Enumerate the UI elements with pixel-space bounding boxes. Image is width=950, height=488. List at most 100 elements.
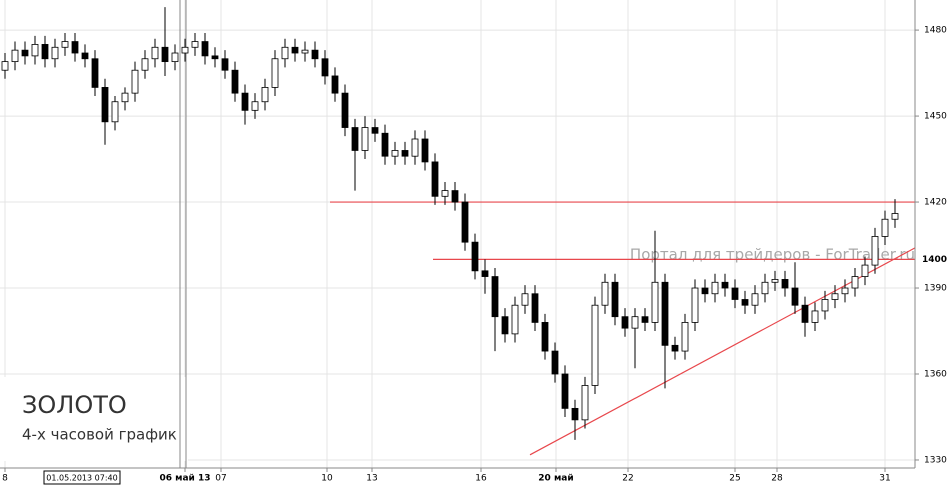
- candle-body: [761, 281, 769, 295]
- candle-body: [221, 58, 229, 71]
- candle-body: [701, 287, 709, 295]
- candle-body: [791, 287, 799, 306]
- candle-body: [811, 310, 819, 323]
- candle-body: [441, 190, 449, 197]
- candle-body: [231, 69, 239, 94]
- candle-body: [671, 344, 679, 352]
- candle-body: [391, 150, 399, 157]
- candle-body: [301, 49, 309, 54]
- candle-body: [831, 293, 839, 300]
- x-tick-label: 06 май 13: [159, 474, 210, 484]
- candle-body: [561, 373, 569, 409]
- candle-body: [481, 270, 489, 277]
- candle-body: [291, 46, 299, 54]
- candle-body: [571, 407, 579, 421]
- candle-body: [371, 127, 379, 134]
- candles-layer: [1, 7, 899, 440]
- level-label-bg: [917, 253, 950, 266]
- candle-body: [781, 279, 789, 289]
- grid-layer: [0, 0, 915, 468]
- candle-body: [341, 92, 349, 128]
- candle-body: [21, 49, 29, 57]
- x-tick-label: 07: [215, 474, 226, 484]
- candle-body: [421, 138, 429, 163]
- candle-body: [411, 138, 419, 157]
- candle-body: [631, 316, 639, 329]
- y-tick-label: 1330: [924, 455, 947, 465]
- candle-body: [81, 52, 89, 60]
- candle-body: [181, 46, 189, 54]
- candle-body: [121, 92, 129, 103]
- candle-body: [621, 316, 629, 329]
- candle-body: [691, 287, 699, 323]
- candle-body: [591, 304, 599, 386]
- candle-body: [51, 46, 59, 60]
- candle-body: [101, 87, 109, 123]
- candle-body: [891, 213, 899, 220]
- candle-body: [501, 316, 509, 335]
- y-tick-label: 1390: [924, 284, 947, 294]
- candle-body: [851, 276, 859, 289]
- y-tick-label: 1450: [924, 112, 947, 122]
- candle-body: [331, 75, 339, 94]
- chart-title: ЗОЛОТО: [22, 391, 127, 419]
- candle-body: [511, 304, 519, 335]
- crosshair-label: 01.05.2013 07:40: [46, 474, 117, 483]
- candle-body: [491, 276, 499, 318]
- x-tick-label: 22: [622, 474, 633, 484]
- candle-body: [751, 293, 759, 306]
- candle-body: [161, 46, 169, 63]
- candle-body: [861, 264, 869, 277]
- candle-body: [11, 49, 19, 63]
- x-tick-label: 25: [729, 474, 740, 484]
- candle-body: [71, 41, 79, 54]
- candle-body: [871, 236, 879, 266]
- candle-body: [111, 101, 119, 123]
- candle-body: [31, 44, 39, 57]
- candle-body: [541, 322, 549, 352]
- axes-layer: 1330 1360 1390 1420 1450 1480 8 06 май 13 07 10 13…: [2, 26, 950, 484]
- candle-body: [211, 55, 219, 60]
- candle-body: [401, 150, 409, 157]
- candle-body: [171, 52, 179, 63]
- y-tick-label: 1420: [924, 198, 947, 208]
- candle-body: [601, 281, 609, 306]
- chart-subtitle: 4-х часовой график: [22, 426, 177, 444]
- x-tick-label: 16: [475, 474, 487, 484]
- candle-body: [311, 49, 319, 60]
- candle-body: [251, 101, 259, 111]
- candle-body: [261, 87, 269, 103]
- candle-body: [241, 92, 249, 111]
- candle-body: [841, 287, 849, 295]
- crosshair-box: [43, 470, 121, 485]
- candle-body: [771, 279, 779, 283]
- trend-line: [529, 247, 916, 456]
- candle-body: [41, 44, 49, 60]
- candle-body: [581, 385, 589, 421]
- candle-body: [641, 316, 649, 323]
- candle-body: [191, 41, 199, 48]
- candle-body: [271, 58, 279, 88]
- candle-body: [721, 281, 729, 289]
- x-tick-label: 28: [771, 474, 783, 484]
- candle-body: [731, 287, 739, 300]
- candle-body: [741, 299, 749, 306]
- x-tick-label: 31: [879, 474, 890, 484]
- candle-body: [651, 281, 659, 323]
- candle-body: [451, 190, 459, 203]
- x-tick-label: 20 май: [538, 474, 573, 484]
- candle-body: [661, 281, 669, 346]
- candle-body: [151, 46, 159, 60]
- candle-body: [881, 218, 889, 237]
- candle-body: [461, 201, 469, 243]
- candle-body: [351, 127, 359, 151]
- candle-body: [531, 293, 539, 323]
- x-tick-label: 13: [366, 474, 377, 484]
- candle-body: [1, 61, 9, 71]
- candle-body: [201, 41, 209, 57]
- level-label: 1400: [922, 255, 947, 265]
- candle-body: [91, 58, 99, 88]
- candle-body: [521, 293, 529, 306]
- x-tick-label: 8: [2, 474, 8, 484]
